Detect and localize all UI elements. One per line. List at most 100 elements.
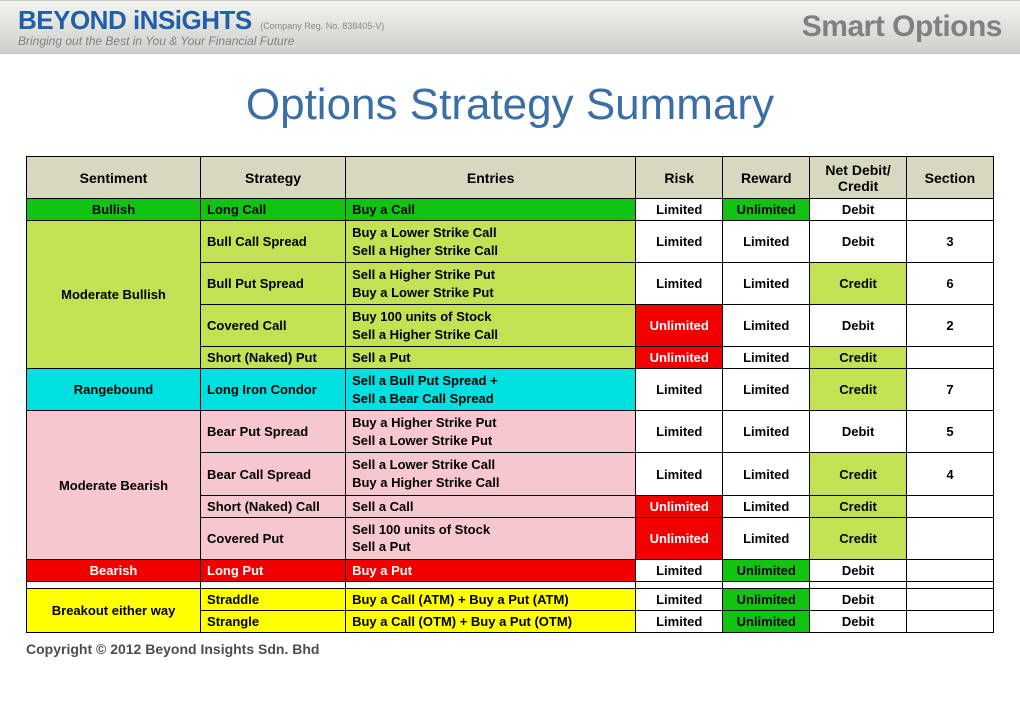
table-cell: Sell 100 units of StockSell a Put: [346, 517, 636, 559]
table-cell: [906, 517, 993, 559]
table-cell: [636, 581, 723, 588]
table-cell: Sell a Put: [346, 347, 636, 369]
table-cell: Moderate Bearish: [27, 411, 201, 559]
table-cell: [201, 581, 346, 588]
table-cell: Credit: [810, 453, 907, 495]
table-cell: Unlimited: [636, 305, 723, 347]
table-cell: Unlimited: [723, 610, 810, 632]
table-cell: Buy a Call (ATM) + Buy a Put (ATM): [346, 588, 636, 610]
table-cell: 2: [906, 305, 993, 347]
table-cell: Credit: [810, 517, 907, 559]
table-cell: Sell a Bull Put Spread +Sell a Bear Call…: [346, 369, 636, 411]
table-cell: Bear Call Spread: [201, 453, 346, 495]
logo-registration: (Company Reg. No. 838405-V): [260, 21, 384, 31]
table-wrapper: SentimentStrategyEntriesRiskRewardNet De…: [0, 156, 1020, 633]
table-cell: Limited: [636, 369, 723, 411]
table-cell: Limited: [723, 369, 810, 411]
header-bar: BEYOND iNSiGHTS (Company Reg. No. 838405…: [0, 0, 1020, 54]
table-cell: Unlimited: [723, 588, 810, 610]
table-cell: Limited: [723, 411, 810, 453]
table-row: BullishLong CallBuy a CallLimitedUnlimit…: [27, 199, 994, 221]
table-cell: Short (Naked) Put: [201, 347, 346, 369]
table-cell: Short (Naked) Call: [201, 495, 346, 517]
table-cell: [906, 347, 993, 369]
table-cell: Bull Call Spread: [201, 221, 346, 263]
table-cell: [906, 495, 993, 517]
column-header: Risk: [636, 157, 723, 199]
logo-block: BEYOND iNSiGHTS (Company Reg. No. 838405…: [18, 7, 384, 47]
table-cell: Strangle: [201, 610, 346, 632]
table-cell: [906, 588, 993, 610]
table-cell: Credit: [810, 495, 907, 517]
table-cell: Sell a Lower Strike CallBuy a Higher Str…: [346, 453, 636, 495]
table-cell: Unlimited: [723, 199, 810, 221]
table-cell: Limited: [723, 495, 810, 517]
logo-tagline: Bringing out the Best in You & Your Fina…: [18, 35, 384, 47]
table-cell: Debit: [810, 221, 907, 263]
table-cell: Bull Put Spread: [201, 263, 346, 305]
table-cell: Bullish: [27, 199, 201, 221]
table-cell: Limited: [636, 263, 723, 305]
table-cell: Debit: [810, 610, 907, 632]
header-right-title: Smart Options: [802, 10, 1002, 44]
table-cell: Unlimited: [723, 559, 810, 581]
table-cell: Straddle: [201, 588, 346, 610]
table-cell: Unlimited: [636, 495, 723, 517]
table-cell: Debit: [810, 411, 907, 453]
table-cell: 5: [906, 411, 993, 453]
column-header: Strategy: [201, 157, 346, 199]
column-header: Sentiment: [27, 157, 201, 199]
table-cell: Debit: [810, 199, 907, 221]
table-cell: Rangebound: [27, 369, 201, 411]
table-cell: Limited: [723, 347, 810, 369]
table-cell: Buy a Lower Strike CallSell a Higher Str…: [346, 221, 636, 263]
table-cell: 6: [906, 263, 993, 305]
table-cell: Credit: [810, 347, 907, 369]
table-cell: Debit: [810, 559, 907, 581]
table-cell: Sell a Higher Strike PutBuy a Lower Stri…: [346, 263, 636, 305]
table-cell: 7: [906, 369, 993, 411]
table-cell: Debit: [810, 305, 907, 347]
table-body: BullishLong CallBuy a CallLimitedUnlimit…: [27, 199, 994, 633]
table-cell: Buy a Higher Strike PutSell a Lower Stri…: [346, 411, 636, 453]
table-cell: Covered Call: [201, 305, 346, 347]
table-cell: Moderate Bullish: [27, 221, 201, 369]
table-cell: Unlimited: [636, 517, 723, 559]
table-cell: [27, 581, 201, 588]
copyright-text: Copyright © 2012 Beyond Insights Sdn. Bh…: [0, 633, 1020, 657]
table-row: Moderate BearishBear Put SpreadBuy a Hig…: [27, 411, 994, 453]
table-cell: Limited: [723, 517, 810, 559]
table-cell: Bearish: [27, 559, 201, 581]
table-cell: Bear Put Spread: [201, 411, 346, 453]
table-cell: Buy a Put: [346, 559, 636, 581]
table-cell: Buy a Call (OTM) + Buy a Put (OTM): [346, 610, 636, 632]
table-row: BearishLong PutBuy a PutLimitedUnlimited…: [27, 559, 994, 581]
table-cell: Limited: [636, 221, 723, 263]
table-cell: Buy a Call: [346, 199, 636, 221]
table-cell: [810, 581, 907, 588]
table-cell: Limited: [723, 453, 810, 495]
table-row: Breakout either wayStraddleBuy a Call (A…: [27, 588, 994, 610]
table-cell: Limited: [723, 263, 810, 305]
table-cell: Long Put: [201, 559, 346, 581]
table-cell: Buy 100 units of StockSell a Higher Stri…: [346, 305, 636, 347]
table-cell: Credit: [810, 263, 907, 305]
table-row: RangeboundLong Iron CondorSell a Bull Pu…: [27, 369, 994, 411]
table-cell: Unlimited: [636, 347, 723, 369]
table-cell: Limited: [636, 588, 723, 610]
table-cell: Limited: [636, 559, 723, 581]
strategy-table: SentimentStrategyEntriesRiskRewardNet De…: [26, 156, 994, 633]
table-cell: Limited: [723, 305, 810, 347]
column-header: Net Debit/ Credit: [810, 157, 907, 199]
table-cell: Credit: [810, 369, 907, 411]
column-header: Entries: [346, 157, 636, 199]
column-header: Section: [906, 157, 993, 199]
table-cell: Long Iron Condor: [201, 369, 346, 411]
table-cell: Limited: [636, 453, 723, 495]
table-cell: Limited: [636, 610, 723, 632]
table-cell: Limited: [723, 221, 810, 263]
table-cell: Limited: [636, 411, 723, 453]
table-cell: [723, 581, 810, 588]
table-cell: 3: [906, 221, 993, 263]
table-cell: [906, 610, 993, 632]
